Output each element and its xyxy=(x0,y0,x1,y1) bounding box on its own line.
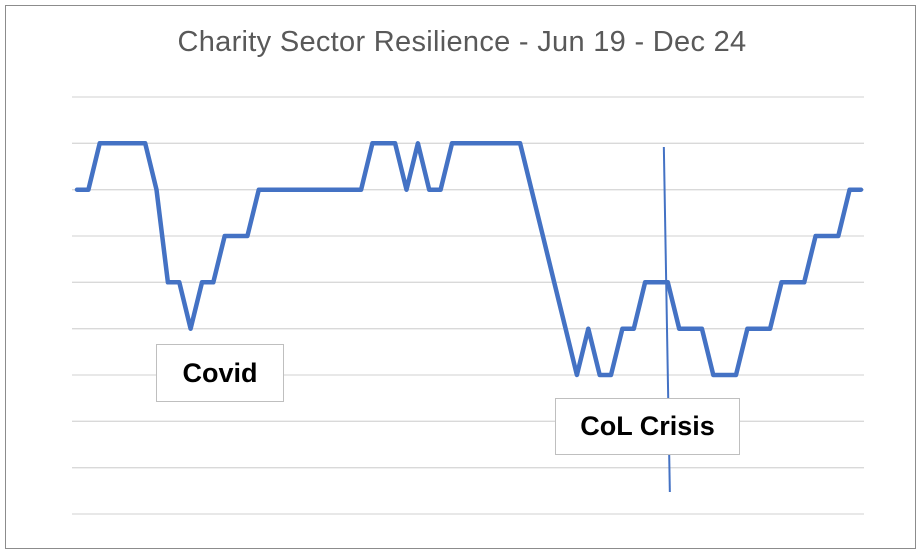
annotation-covid: Covid xyxy=(156,344,284,402)
gridlines xyxy=(72,96,864,515)
chart-title: Charity Sector Resilience - Jun 19 - Dec… xyxy=(177,26,747,58)
annotation-col-crisis: CoL Crisis xyxy=(555,398,740,455)
series-line-resilience xyxy=(74,141,864,378)
chart-frame xyxy=(5,5,916,549)
